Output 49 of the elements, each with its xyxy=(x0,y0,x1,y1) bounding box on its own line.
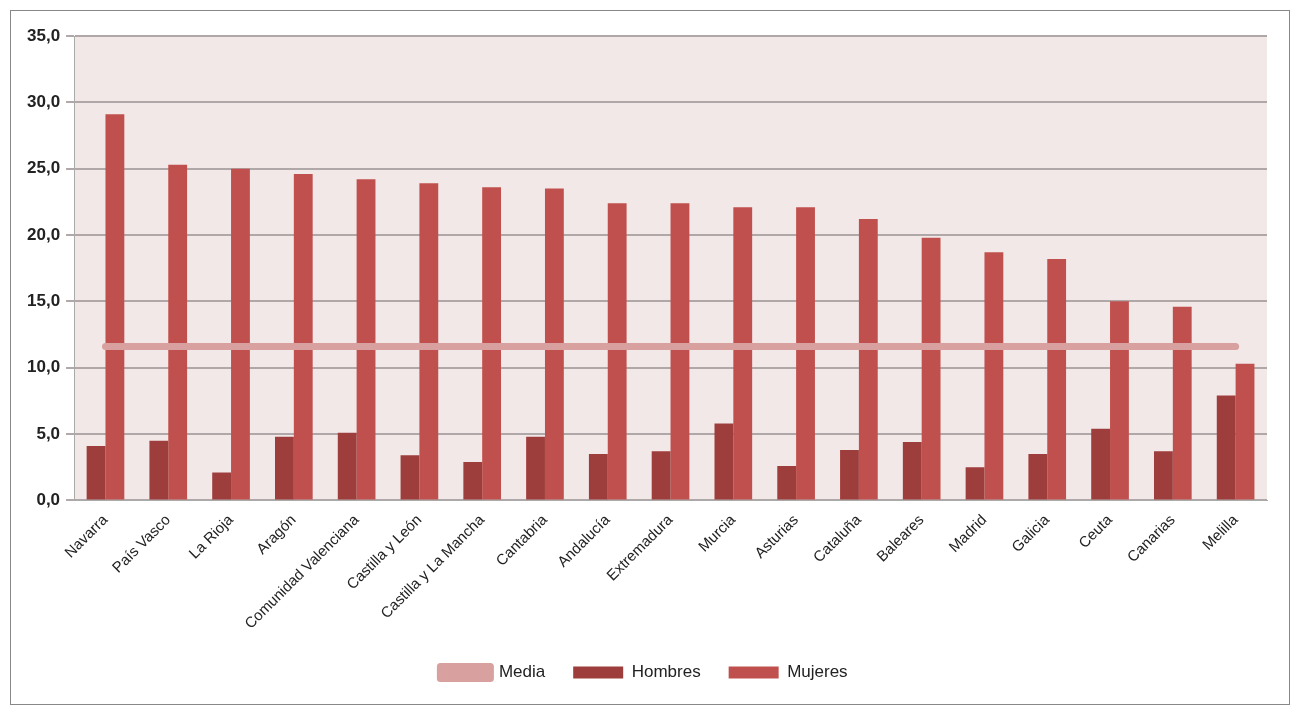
bar xyxy=(777,465,797,500)
y-tick-label: 5,0 xyxy=(36,423,61,443)
y-tick-label: 35,0 xyxy=(26,25,61,45)
bar xyxy=(1216,395,1236,500)
bar xyxy=(105,114,125,500)
bar xyxy=(796,207,815,500)
bar xyxy=(902,442,922,500)
bar xyxy=(588,453,608,500)
y-tick-label: 25,0 xyxy=(26,158,61,178)
y-tick-label: 30,0 xyxy=(26,92,61,112)
bar xyxy=(1091,428,1111,500)
bar xyxy=(858,219,878,500)
bar xyxy=(544,188,564,500)
bar xyxy=(419,183,439,500)
bar xyxy=(400,455,420,500)
bar xyxy=(168,164,188,500)
bar xyxy=(356,179,376,500)
bar xyxy=(149,440,169,500)
bar xyxy=(1235,363,1255,500)
bar xyxy=(463,461,483,500)
bar xyxy=(86,445,106,500)
bar xyxy=(482,187,502,500)
bar xyxy=(607,203,627,500)
y-tick-label: 15,0 xyxy=(26,291,61,311)
bar xyxy=(1153,451,1173,500)
bar xyxy=(275,436,294,500)
bar xyxy=(840,449,859,500)
bar xyxy=(212,472,232,500)
y-tick-label: 0,0 xyxy=(36,490,61,510)
bar xyxy=(921,237,941,500)
y-tick-label: 10,0 xyxy=(26,357,61,377)
bar xyxy=(1047,258,1067,500)
bar xyxy=(526,436,545,500)
bar xyxy=(1110,301,1129,500)
bar xyxy=(733,207,753,500)
bar xyxy=(670,203,690,500)
bar xyxy=(231,168,250,500)
bar xyxy=(651,451,671,500)
bar xyxy=(337,432,357,500)
legend-label: Hombres xyxy=(631,662,701,682)
legend-label: Media xyxy=(498,662,546,682)
bar xyxy=(984,252,1004,500)
y-tick-label: 20,0 xyxy=(26,224,61,244)
bar xyxy=(1172,306,1192,500)
bar xyxy=(714,423,734,500)
bar xyxy=(965,467,985,500)
legend-label: Mujeres xyxy=(787,662,848,682)
bar xyxy=(293,173,313,500)
bar xyxy=(1028,453,1048,500)
